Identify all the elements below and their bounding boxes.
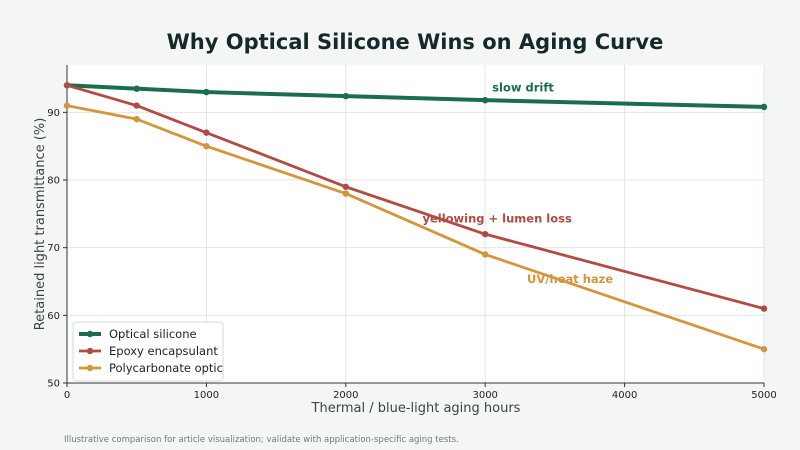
x-tick-label: 3000 — [472, 390, 497, 401]
data-point-polycarbonate-optic — [342, 190, 349, 197]
axes — [66, 65, 764, 384]
data-point-polycarbonate-optic — [133, 115, 140, 123]
data-point-polycarbonate-optic — [760, 345, 768, 353]
data-point-optical-silicone — [133, 85, 140, 92]
x-tick-label: 5000 — [751, 390, 776, 401]
legend-marker — [86, 347, 94, 355]
data-point-optical-silicone — [203, 88, 210, 96]
series-line-epoxy-encapsulant — [65, 83, 766, 310]
legend: Optical silicone Epoxy encapsulant Polycar… — [72, 321, 224, 382]
legend-marker — [86, 364, 94, 372]
data-point-optical-silicone — [760, 103, 768, 111]
footnote: Illustrative comparison for article visu… — [64, 435, 459, 445]
data-point-polycarbonate-optic — [482, 251, 489, 258]
y-tick-label: 80 — [47, 176, 60, 187]
chart-title: Why Optical Silicone Wins on Aging Curve — [167, 30, 664, 54]
legend-entry-label: Polycarbonate optic — [109, 361, 223, 375]
x-tick-label: 0 — [64, 390, 70, 401]
legend-entry-label: Epoxy encapsulant — [109, 344, 218, 358]
series-lines — [63, 82, 768, 353]
y-tick-label: 50 — [47, 379, 60, 390]
data-point-polycarbonate-optic — [203, 142, 210, 150]
x-axis-label: Thermal / blue-light aging hours — [311, 401, 521, 416]
data-point-optical-silicone — [342, 92, 349, 100]
tick-labels: 0 1000 2000 3000 4000 5000 50 60 70 80 90 — [47, 108, 776, 401]
annotations: slow drift yellowing + lumen loss UV/heat … — [422, 80, 613, 285]
y-tick-label: 70 — [47, 243, 60, 254]
data-point-epoxy-encapsulant — [760, 305, 768, 312]
y-tick-label: 60 — [47, 311, 60, 322]
x-tick-label: 1000 — [194, 390, 219, 401]
data-point-polycarbonate-optic — [63, 102, 71, 109]
series-line-optical-silicone — [65, 83, 766, 109]
legend-box — [72, 321, 224, 382]
data-point-epoxy-encapsulant — [133, 102, 140, 109]
data-point-epoxy-encapsulant — [342, 183, 349, 190]
data-point-epoxy-encapsulant — [203, 129, 210, 136]
annotation-label: slow drift — [492, 80, 554, 94]
legend-marker — [86, 330, 94, 338]
x-tick-label: 2000 — [333, 390, 358, 401]
series-line-polycarbonate-optic — [65, 104, 766, 351]
data-point-epoxy-encapsulant — [63, 82, 71, 89]
data-point-optical-silicone — [482, 96, 489, 104]
annotation-label: UV/heat haze — [527, 272, 613, 286]
legend-entry-label: Optical silicone — [109, 327, 197, 341]
x-tick-label: 4000 — [612, 390, 637, 401]
data-point-epoxy-encapsulant — [482, 230, 489, 238]
y-axis-label: Retained light transmittance (%) — [33, 118, 48, 331]
annotation-label: yellowing + lumen loss — [422, 212, 571, 226]
y-tick-label: 90 — [47, 108, 60, 119]
